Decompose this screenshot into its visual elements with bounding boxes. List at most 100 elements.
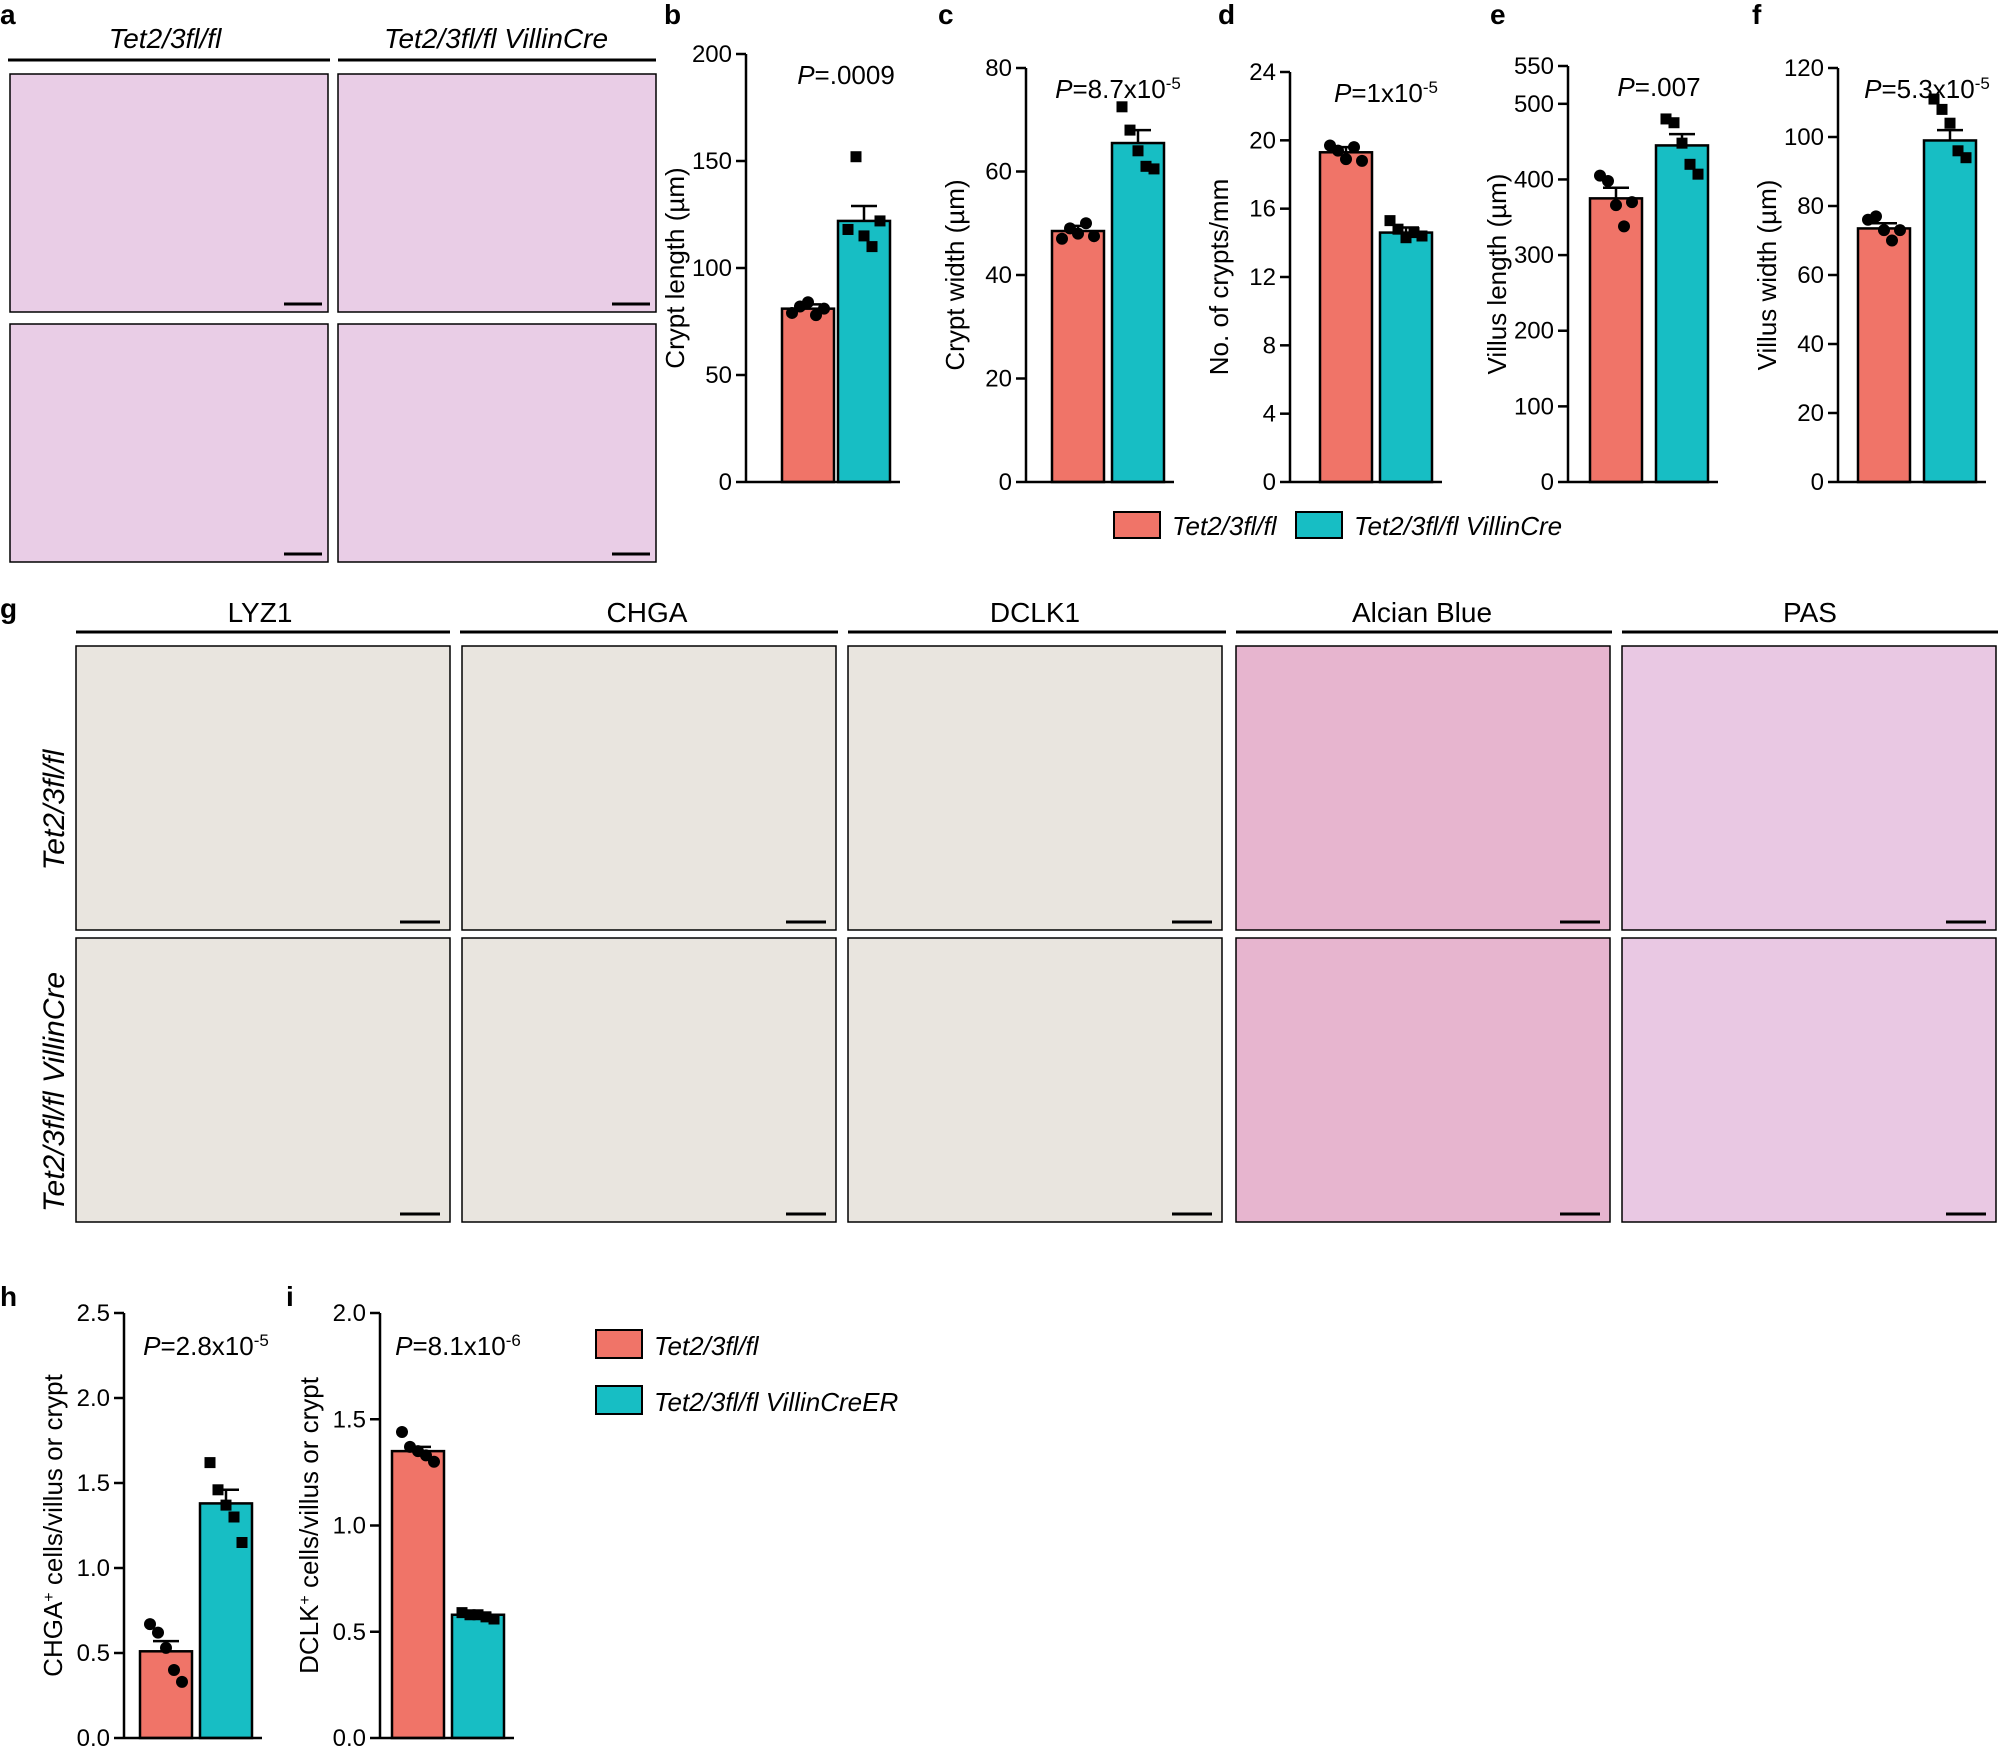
stain-header-chga: CHGA <box>607 597 688 628</box>
y-tick-label: 0.5 <box>77 1640 110 1667</box>
micrograph-lyz1-control <box>75 645 451 931</box>
micrograph-he-knockout-high <box>337 323 657 563</box>
y-tick-label: 100 <box>1784 124 1824 151</box>
micrograph-dclk1-control <box>847 645 1223 931</box>
data-point <box>1936 103 1948 115</box>
p-value: P=.007 <box>1617 72 1700 102</box>
y-axis-label: DCLK+ cells/villus or crypt <box>294 1376 324 1674</box>
chart-b: 0 50 100 150 200 Crypt length (µm) P=.0009 <box>660 41 900 496</box>
p-value: P=8.7x10-5 <box>1055 74 1181 105</box>
data-point <box>160 1641 172 1654</box>
y-tick-label: 50 <box>705 362 732 389</box>
stain-header-alcian-blue: Alcian Blue <box>1352 597 1492 628</box>
y-tick-label: 0 <box>719 469 732 496</box>
y-tick-label: 550 <box>1514 53 1554 80</box>
panel-a-header-knockout: Tet2/3fl/fl VillinCre <box>384 23 608 54</box>
data-point <box>1408 227 1420 239</box>
data-point <box>1356 154 1368 167</box>
data-point <box>1944 117 1956 129</box>
micrograph-alcian-blue-knockout <box>1235 937 1611 1223</box>
data-point <box>1878 224 1890 237</box>
data-point <box>396 1426 408 1438</box>
micrograph-lyz1-knockout <box>75 937 451 1223</box>
panel-g: LYZ1 CHGA DCLK1 Alcian Blue PAS Tet2/3fl… <box>38 597 1998 1223</box>
bar-knockout <box>1922 139 1978 484</box>
y-tick-label: 500 <box>1514 91 1554 118</box>
y-tick-label: 200 <box>1514 318 1554 345</box>
bar-knockout <box>450 1613 506 1740</box>
data-point <box>1676 137 1688 149</box>
data-point <box>1618 220 1630 233</box>
y-tick-label: 20 <box>985 366 1012 393</box>
y-tick-label: 2.0 <box>333 1300 366 1327</box>
data-point <box>456 1607 468 1619</box>
data-point <box>842 223 854 235</box>
data-point <box>480 1611 492 1623</box>
legend-label-control: Tet2/3fl/fl <box>654 1331 760 1361</box>
stain-header-lyz1: LYZ1 <box>228 597 293 628</box>
y-tick-label: 60 <box>1797 262 1824 289</box>
data-point <box>786 306 798 319</box>
y-tick-label: 100 <box>692 255 732 282</box>
data-point <box>850 151 862 163</box>
y-tick-label: 20 <box>1797 400 1824 427</box>
micrograph-dclk1-knockout <box>847 937 1223 1223</box>
y-tick-label: 0.0 <box>77 1725 110 1746</box>
data-point <box>1124 124 1136 136</box>
data-point <box>176 1675 188 1688</box>
y-tick-label: 2.0 <box>77 1385 110 1412</box>
panel-letter-a: a <box>0 0 16 30</box>
bar-control <box>1588 197 1644 484</box>
data-point <box>1116 101 1128 113</box>
legend-label-knockout: Tet2/3fl/fl VillinCreER <box>654 1387 898 1417</box>
panel-a: Tet2/3fl/fl Tet2/3fl/fl VillinCre <box>8 23 657 563</box>
data-point <box>1692 168 1704 180</box>
legend-swatch-knockout <box>595 1385 643 1415</box>
data-point <box>228 1511 240 1523</box>
data-point <box>1088 230 1100 243</box>
panel-letter-b: b <box>664 0 681 30</box>
panel-letter-c: c <box>938 0 954 30</box>
y-tick-label: 100 <box>1514 393 1554 420</box>
y-tick-label: 8 <box>1263 332 1276 359</box>
y-tick-label: 400 <box>1514 166 1554 193</box>
data-point <box>1894 224 1906 237</box>
data-point <box>420 1449 432 1462</box>
chart-f: 0 20 40 60 80 100 120 Villus width (µm) P=5.3x10… <box>1752 55 1990 496</box>
legend-swatch-knockout <box>1295 511 1343 539</box>
bar-knockout <box>1110 141 1166 484</box>
data-point <box>802 296 814 309</box>
y-tick-label: 20 <box>1249 127 1276 154</box>
stain-header-dclk1: DCLK1 <box>990 597 1080 628</box>
data-point <box>428 1455 440 1468</box>
y-axis-label: Villus length (µm) <box>1482 174 1512 375</box>
micrograph-he-control-low <box>9 73 329 313</box>
data-point <box>858 230 870 242</box>
y-axis-label: Villus width (µm) <box>1752 180 1782 371</box>
data-point <box>1340 153 1352 166</box>
chart-i: 0.0 0.5 1.0 1.5 2.0 DCLK+ cells/villus or cry… <box>294 1300 521 1746</box>
bar-control <box>1318 151 1374 484</box>
p-value: P=2.8x10-5 <box>143 1331 269 1362</box>
y-tick-label: 1.0 <box>77 1555 110 1582</box>
data-point <box>1610 199 1622 212</box>
y-tick-label: 60 <box>985 159 1012 186</box>
data-point <box>1952 145 1964 157</box>
bar-control <box>390 1449 446 1740</box>
y-tick-label: 1.5 <box>333 1406 366 1433</box>
y-tick-label: 40 <box>1797 331 1824 358</box>
data-point <box>1400 232 1412 244</box>
panel-letter-i: i <box>286 1281 294 1312</box>
row-label-control: Tet2/3fl/fl <box>38 748 71 870</box>
p-value: P=1x10-5 <box>1334 78 1438 109</box>
y-tick-label: 80 <box>1797 193 1824 220</box>
bar-knockout <box>836 219 892 484</box>
micrograph-chga-control <box>461 645 837 931</box>
data-point <box>1384 215 1396 227</box>
micrograph-alcian-blue-control <box>1235 645 1611 931</box>
y-tick-label: 120 <box>1784 55 1824 82</box>
scale-bars <box>400 920 1986 1216</box>
legend-bottom: Tet2/3fl/fl Tet2/3fl/fl VillinCreER <box>595 1329 898 1417</box>
